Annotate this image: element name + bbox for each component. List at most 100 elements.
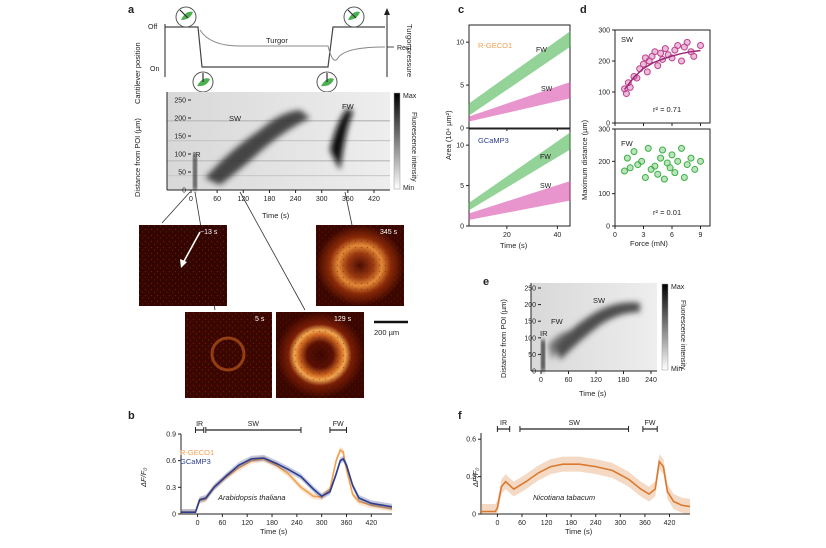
scatter-point [657,154,665,162]
xtick-label: 120 [541,520,553,527]
xtick-label: 240 [290,196,302,203]
ytick-label: 5 [460,83,464,90]
plot-frame [468,24,571,129]
xtick-label: 0 [539,377,543,384]
bracket-label-fw: FW [333,421,344,428]
scatter-point [660,175,668,183]
chart-b-xlabel: Time (s) [260,527,288,536]
xtick-label: 360 [341,520,353,527]
leaf-off-icon-2 [343,6,365,28]
scatter-point [697,42,704,49]
series-band [181,454,392,514]
image-neg13s-time: −13 s [200,229,218,236]
ytick-label: 300 [598,127,610,134]
e-ir-band [541,340,545,371]
image-5s-time: 5 s [255,316,265,323]
bracket-label-ir: IR [196,421,203,428]
xtick-label: 0 [189,196,193,203]
panel-e-label: e [483,276,489,288]
scatter-point [622,90,630,98]
fit-line [623,49,701,90]
ytick-label: 10 [456,40,464,47]
kymograph-e-waves [548,302,640,360]
ytick-label: 200 [524,302,536,309]
bracket-label-sw: SW [569,420,581,427]
cantilever-schematic: Off On Rest Turgor Cantilever position T… [133,6,414,104]
xtick-label: 60 [218,520,226,527]
kymo-a-colorbar-label: Fluorescence intensity [410,112,417,182]
scatter-point [661,45,669,53]
scatter-point [623,154,631,162]
panel-f-label: f [458,410,462,422]
legend-gcamp3: GCaMP3 [180,457,211,466]
turgor-label: Turgor [266,36,288,45]
ytick-label: 0.9 [166,432,176,439]
xtick-label: 120 [237,196,249,203]
xtick-label: 120 [590,377,602,384]
scatter-point [657,49,665,57]
c-gcamp3-title: GCaMP3 [478,136,509,145]
xtick-label: 300 [316,520,328,527]
xtick-label: 0 [196,520,200,527]
scatter-point [638,157,646,165]
xtick-label: 420 [365,520,377,527]
ytick-label: 100 [598,191,610,198]
ytick-label: 10 [456,143,464,150]
series-line-nicotiana-tabacum [481,459,691,513]
panel-f: f 0 0.3 0.6 0 60 120 180 240 300 360 420 IR SW FW Nic… [458,410,691,536]
kymograph-a-waves [205,108,353,185]
ytick-label: 0 [606,224,610,231]
scatter-point [666,164,674,172]
scatter-point [640,60,647,68]
kymo-a-colorbar-min: Min [403,185,414,192]
kymo-e-ir-label: IR [540,329,548,338]
d-xlabel: Force (mN) [630,239,668,248]
scatter-point [621,167,628,175]
kymo-a-xticks: 0 60 120 180 240 300 360 420 [189,190,380,203]
rest-label: Rest [397,45,411,52]
image-129s: 129 s [276,312,364,398]
image-129s-time: 129 s [334,316,352,323]
ytick-label: 0 [182,188,186,195]
turgor-ylabel: Turgor pressure [405,24,414,77]
xtick-label: 9 [699,232,703,239]
series-band [481,454,690,514]
scatter-point [683,38,691,46]
kymo-e-colorbar-label: Fluorescence intensity [679,300,686,370]
kymo-a-colorbar [393,92,401,190]
bracket-label-fw: FW [645,420,656,427]
ytick-label: 150 [174,134,186,141]
ytick-label: 0 [460,126,464,133]
image-345s-time: 345 s [380,229,398,236]
c-gcamp3-sw-label: SW [540,183,552,190]
ytick-label: 100 [598,90,610,97]
xtick-label: 180 [264,196,276,203]
xtick-label: 180 [565,520,577,527]
ytick-label: 0 [606,121,610,128]
ytick-label: 0.3 [466,474,476,481]
series-line-gcamp3 [181,457,393,514]
c-rgeco1-title: R-GECO1 [478,41,512,50]
scatter-point [644,144,652,152]
turgor-arrow-icon [384,8,390,15]
area-fw [468,132,571,211]
plot-frame [614,29,711,124]
ytick-label: 0 [532,369,536,376]
kymo-e-colorbar-min: Min [671,366,682,373]
d-fw-title: FW [621,139,634,148]
off-label: Off [148,24,157,31]
chart-b: 0 0.3 0.6 0.9 0 60 120 180 240 300 360 420 IR SW FW [166,421,393,527]
scatter-point [659,146,666,154]
c-rgeco1-fw-label: FW [536,47,547,54]
scatter-point [626,164,634,172]
xtick-label: 120 [241,520,253,527]
xtick-label: 240 [291,520,303,527]
chart-f-ylabel: ΔF/F₀ [471,468,480,488]
scatter-point [626,83,634,91]
scatter-point [697,157,704,165]
ytick-label: 50 [528,352,536,359]
xtick-label: 20 [503,232,511,239]
image-5s: 5 s [185,312,272,398]
bracket-label-sw: SW [248,421,260,428]
